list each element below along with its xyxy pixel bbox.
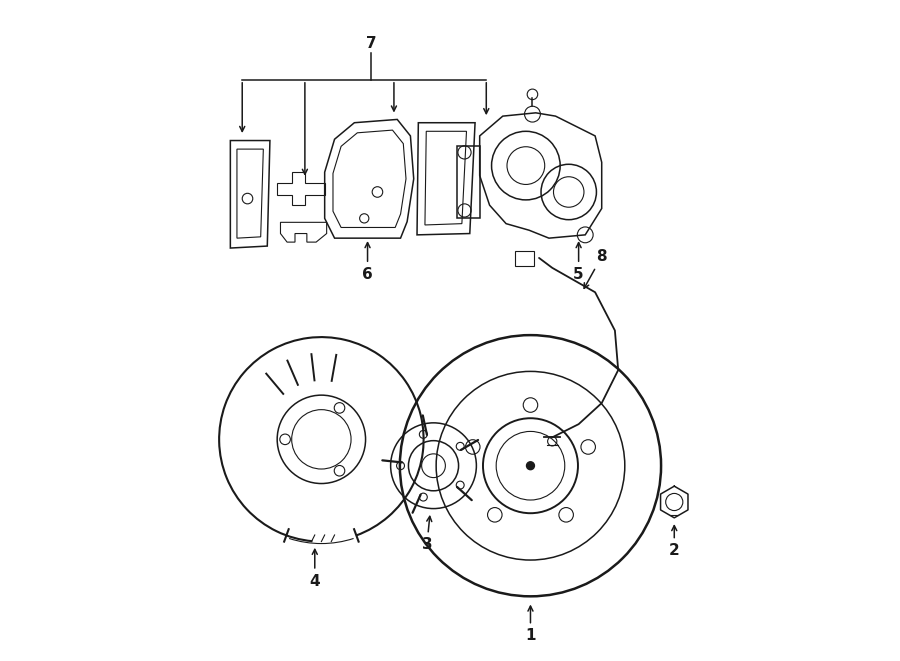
Bar	[515, 251, 535, 266]
Text: 3: 3	[421, 516, 432, 553]
Text: 1: 1	[526, 606, 536, 643]
Text: 8: 8	[584, 249, 607, 288]
Circle shape	[526, 462, 535, 470]
Text: 7: 7	[365, 36, 376, 51]
Text: 5: 5	[573, 243, 584, 282]
Text: 4: 4	[310, 549, 320, 589]
Text: 2: 2	[669, 525, 680, 559]
Text: 6: 6	[362, 243, 373, 282]
